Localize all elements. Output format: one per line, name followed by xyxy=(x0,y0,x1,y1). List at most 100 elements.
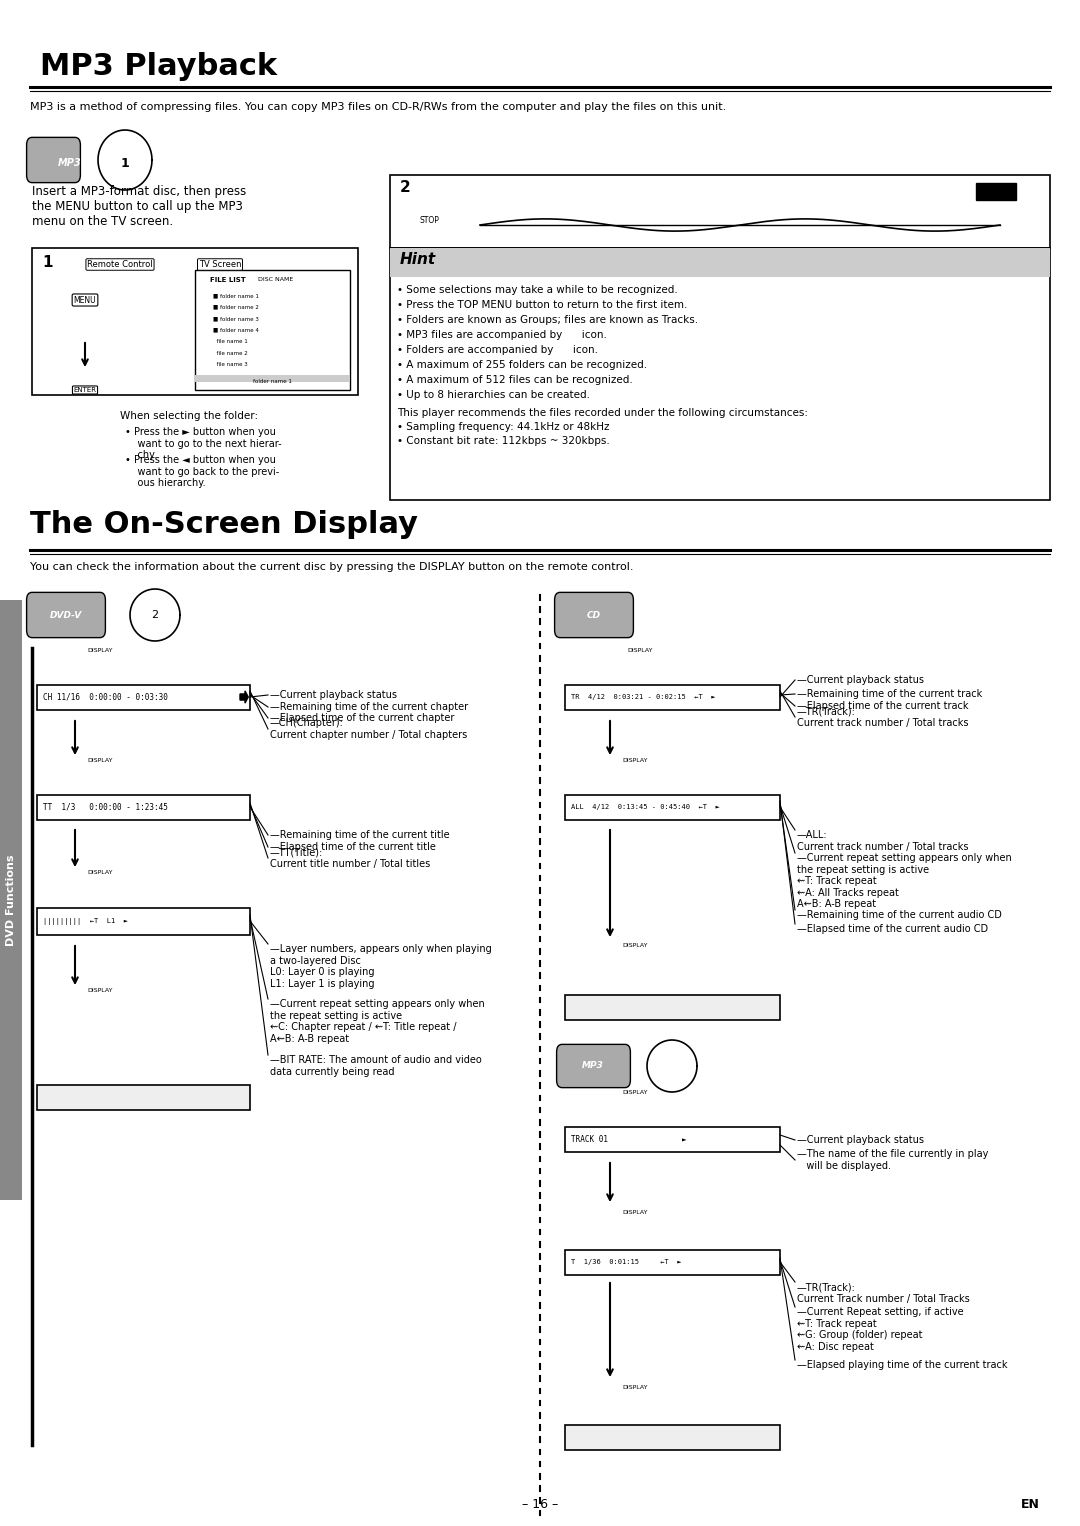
FancyBboxPatch shape xyxy=(37,1085,249,1109)
Text: • Press the ◄ button when you
    want to go back to the previ-
    ous hierarch: • Press the ◄ button when you want to go… xyxy=(125,455,280,488)
Text: 2: 2 xyxy=(400,180,410,195)
Text: ■ folder name 1: ■ folder name 1 xyxy=(213,293,259,298)
Text: DISPLAY: DISPLAY xyxy=(622,1090,648,1096)
Text: DVD-V: DVD-V xyxy=(50,610,82,620)
Text: You can check the information about the current disc by pressing the DISPLAY but: You can check the information about the … xyxy=(30,562,634,572)
Text: ALL  4/12  0:13:45 - 0:45:40  ⇜T  ►: ALL 4/12 0:13:45 - 0:45:40 ⇜T ► xyxy=(571,804,719,810)
FancyBboxPatch shape xyxy=(565,1128,780,1152)
Text: When selecting the folder:: When selecting the folder: xyxy=(120,410,258,421)
Text: —CH(Chapter):
Current chapter number / Total chapters: —CH(Chapter): Current chapter number / T… xyxy=(270,719,468,740)
FancyBboxPatch shape xyxy=(27,137,80,183)
Text: TT  1/3   0:00:00 - 1:23:45: TT 1/3 0:00:00 - 1:23:45 xyxy=(43,803,167,812)
Text: • Press the ► button when you
    want to go to the next hierar-
    chy.: • Press the ► button when you want to go… xyxy=(125,427,282,461)
FancyBboxPatch shape xyxy=(37,795,249,819)
Text: ■ folder name 4: ■ folder name 4 xyxy=(213,328,259,333)
Text: —TR(Track):
Current track number / Total tracks: —TR(Track): Current track number / Total… xyxy=(797,707,969,728)
Text: • Press the TOP MENU button to return to the first item.: • Press the TOP MENU button to return to… xyxy=(397,301,687,310)
Text: MP3 is a method of compressing files. You can copy MP3 files on CD-R/RWs from th: MP3 is a method of compressing files. Yo… xyxy=(30,102,726,111)
Text: • Some selections may take a while to be recognized.: • Some selections may take a while to be… xyxy=(397,285,678,295)
Text: Remote Control: Remote Control xyxy=(87,259,152,269)
Text: • Sampling frequency: 44.1kHz or 48kHz: • Sampling frequency: 44.1kHz or 48kHz xyxy=(397,423,609,432)
Text: —Remaining time of the current title: —Remaining time of the current title xyxy=(270,830,449,839)
Text: This player recommends the files recorded under the following circumstances:: This player recommends the files recorde… xyxy=(397,407,808,418)
Text: • Constant bit rate: 112kbps ~ 320kbps.: • Constant bit rate: 112kbps ~ 320kbps. xyxy=(397,436,610,446)
Text: • Folders are accompanied by      icon.: • Folders are accompanied by icon. xyxy=(397,345,598,356)
Text: DISPLAY: DISPLAY xyxy=(622,1386,648,1390)
Text: —Current playback status: —Current playback status xyxy=(797,1135,924,1144)
Text: ■ folder name 2: ■ folder name 2 xyxy=(213,305,259,310)
Text: Insert a MP3-format disc, then press
the MENU button to call up the MP3
menu on : Insert a MP3-format disc, then press the… xyxy=(32,185,246,227)
Text: —Current playback status: —Current playback status xyxy=(270,690,397,700)
FancyBboxPatch shape xyxy=(556,1044,631,1088)
Text: 1: 1 xyxy=(121,157,130,169)
FancyBboxPatch shape xyxy=(555,592,633,638)
Text: —Remaining time of the current audio CD: —Remaining time of the current audio CD xyxy=(797,909,1002,920)
Text: TRACK 01                ►: TRACK 01 ► xyxy=(571,1135,687,1144)
Text: —Current Repeat setting, if active
⇜T: Track repeat
⇜G: Group (folder) repeat
⇜A: —Current Repeat setting, if active ⇜T: T… xyxy=(797,1306,963,1352)
Text: MP3: MP3 xyxy=(58,159,82,168)
Text: DVD Functions: DVD Functions xyxy=(6,855,16,946)
Text: DISC NAME: DISC NAME xyxy=(258,278,294,282)
Text: CH 11/16  0:00:00 - 0:03:30: CH 11/16 0:00:00 - 0:03:30 xyxy=(43,693,167,702)
Text: —The name of the file currently in play
   will be displayed.: —The name of the file currently in play … xyxy=(797,1149,988,1170)
FancyBboxPatch shape xyxy=(195,270,350,391)
Text: DISPLAY: DISPLAY xyxy=(622,758,648,763)
Text: —TT(Title):
Current title number / Total titles: —TT(Title): Current title number / Total… xyxy=(270,847,430,868)
Text: |||||||||  ⇜T  L1  ►: ||||||||| ⇜T L1 ► xyxy=(43,917,129,925)
FancyArrow shape xyxy=(240,691,248,703)
Text: FILE LIST: FILE LIST xyxy=(210,278,246,282)
FancyBboxPatch shape xyxy=(32,249,357,395)
Text: • Up to 8 hierarchies can be created.: • Up to 8 hierarchies can be created. xyxy=(397,391,590,400)
Text: 1: 1 xyxy=(42,255,53,270)
FancyBboxPatch shape xyxy=(0,600,22,1199)
Text: DISPLAY: DISPLAY xyxy=(87,649,112,653)
Text: —Current playback status: —Current playback status xyxy=(797,674,924,685)
Text: DISPLAY: DISPLAY xyxy=(87,758,112,763)
Text: —Elapsed time of the current chapter: —Elapsed time of the current chapter xyxy=(270,713,455,723)
FancyBboxPatch shape xyxy=(37,685,249,710)
Text: • A maximum of 255 folders can be recognized.: • A maximum of 255 folders can be recogn… xyxy=(397,360,647,369)
FancyBboxPatch shape xyxy=(37,908,249,935)
Text: file name 2: file name 2 xyxy=(213,351,247,356)
Text: • Folders are known as Groups; files are known as Tracks.: • Folders are known as Groups; files are… xyxy=(397,314,698,325)
Text: DISPLAY: DISPLAY xyxy=(87,870,112,874)
Text: folder name 1: folder name 1 xyxy=(253,378,292,385)
FancyBboxPatch shape xyxy=(565,1425,780,1450)
Text: ENTER: ENTER xyxy=(73,388,96,394)
Text: —Elapsed time of the current track: —Elapsed time of the current track xyxy=(797,700,969,711)
Text: file name 1: file name 1 xyxy=(213,339,247,343)
Text: TR  4/12  0:03:21 - 0:02:15  ⇜T  ►: TR 4/12 0:03:21 - 0:02:15 ⇜T ► xyxy=(571,694,715,700)
FancyBboxPatch shape xyxy=(976,183,1016,200)
Text: • MP3 files are accompanied by      icon.: • MP3 files are accompanied by icon. xyxy=(397,330,607,340)
Text: —TR(Track):
Current Track number / Total Tracks: —TR(Track): Current Track number / Total… xyxy=(797,1282,970,1303)
Text: DISPLAY: DISPLAY xyxy=(622,1210,648,1215)
Text: MP3 Playback: MP3 Playback xyxy=(40,52,278,81)
Text: —BIT RATE: The amount of audio and video
data currently being read: —BIT RATE: The amount of audio and video… xyxy=(270,1054,482,1077)
Text: DISPLAY: DISPLAY xyxy=(87,987,112,993)
Text: 2: 2 xyxy=(151,610,159,620)
Text: —Layer numbers, appears only when playing
a two-layered Disc
L0: Layer 0 is play: —Layer numbers, appears only when playin… xyxy=(270,945,491,989)
Text: Hint: Hint xyxy=(400,252,436,267)
Text: —Remaining time of the current chapter: —Remaining time of the current chapter xyxy=(270,702,468,713)
Text: MP3: MP3 xyxy=(582,1062,604,1071)
Text: —Remaining time of the current track: —Remaining time of the current track xyxy=(797,690,982,699)
Text: – 16 –: – 16 – xyxy=(522,1499,558,1511)
FancyBboxPatch shape xyxy=(195,375,350,382)
Text: T  1/36  0:01:15     ⇜T  ►: T 1/36 0:01:15 ⇜T ► xyxy=(571,1259,681,1265)
Text: —ALL:
Current track number / Total tracks: —ALL: Current track number / Total track… xyxy=(797,830,969,852)
Text: —Current repeat setting appears only when
the repeat setting is active
⇜C: Chapt: —Current repeat setting appears only whe… xyxy=(270,1000,485,1044)
FancyBboxPatch shape xyxy=(390,249,1050,501)
FancyBboxPatch shape xyxy=(565,795,780,819)
Text: TV Screen: TV Screen xyxy=(199,259,241,269)
Text: DISPLAY: DISPLAY xyxy=(627,649,652,653)
Text: The On-Screen Display: The On-Screen Display xyxy=(30,510,418,539)
Text: EN: EN xyxy=(1021,1499,1040,1511)
FancyBboxPatch shape xyxy=(27,592,106,638)
Text: MENU: MENU xyxy=(73,296,96,305)
Text: • A maximum of 512 files can be recognized.: • A maximum of 512 files can be recogniz… xyxy=(397,375,633,385)
Text: STOP: STOP xyxy=(420,215,440,224)
Text: DISPLAY: DISPLAY xyxy=(622,943,648,948)
FancyBboxPatch shape xyxy=(565,995,780,1019)
Text: —Elapsed time of the current title: —Elapsed time of the current title xyxy=(270,842,436,852)
Text: file name 3: file name 3 xyxy=(213,362,247,366)
